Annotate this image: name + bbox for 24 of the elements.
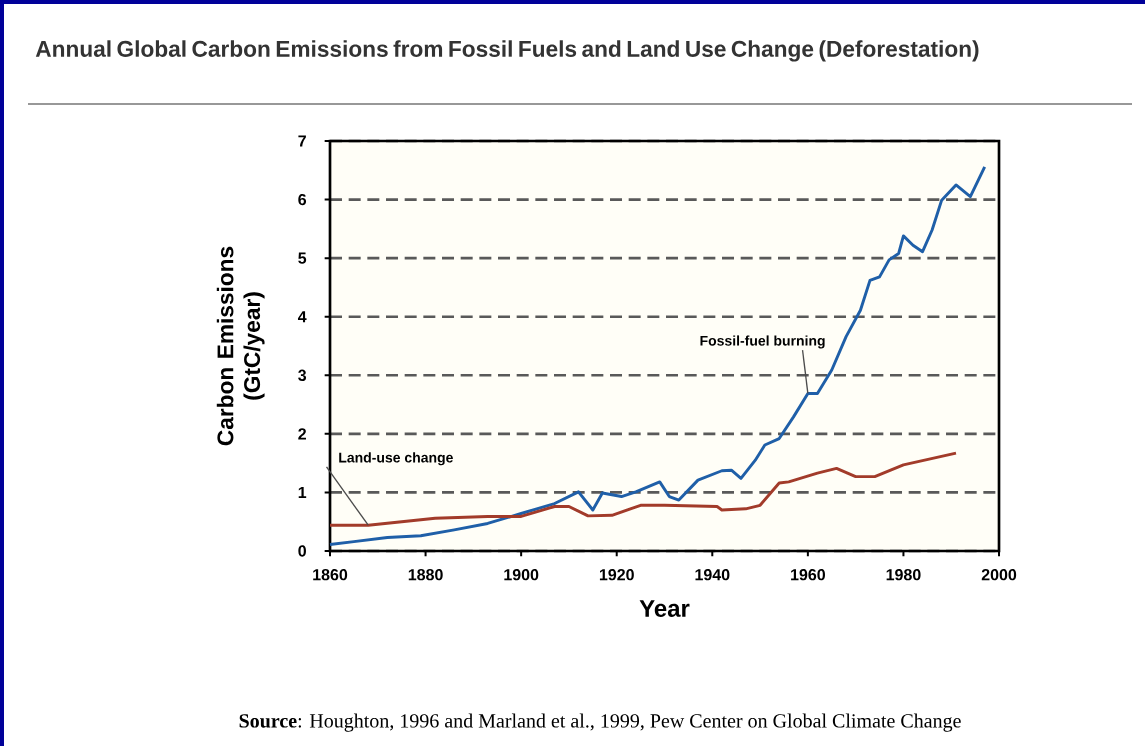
- line-series: [328, 451, 958, 527]
- y-tick-label: 5: [298, 252, 307, 264]
- x-tick-label: 2000: [981, 569, 1017, 581]
- text: Source: Houghton, 1996 and Marland et al., 1999, Pew Center on Global Climate Change: [239, 713, 961, 732]
- x-tick-label: 1900: [504, 569, 539, 581]
- y-tick-label: 7: [298, 135, 306, 147]
- chart-title: Annual Global Carbon Emissions from Fossil Fuels and Land Use Change (Deforestation): [35, 40, 979, 62]
- x-tick-label: 1920: [599, 569, 634, 581]
- x-tick-label: 1860: [313, 569, 348, 581]
- y-tick-label: 4: [297, 311, 307, 323]
- x-tick-label: 1880: [408, 569, 443, 581]
- y-tick-label: 0: [298, 545, 306, 557]
- line-series: [328, 165, 987, 547]
- y-tick-label: 2: [298, 428, 306, 440]
- y-axis-title: Carbon Emissions (GtC/year): [216, 246, 265, 446]
- y-tick-label: 3: [298, 369, 307, 381]
- x-tick-label: 1980: [886, 569, 921, 581]
- y-tick-label: 6: [298, 193, 307, 206]
- x-tick-label: 1960: [791, 569, 825, 581]
- x-axis-title: Year: [639, 600, 690, 617]
- y-tick-label: 1: [298, 486, 307, 498]
- text: Land-use change: [339, 452, 453, 466]
- series-label: Fossil-fuel burning: [700, 335, 825, 349]
- x-tick-label: 1940: [695, 569, 730, 581]
